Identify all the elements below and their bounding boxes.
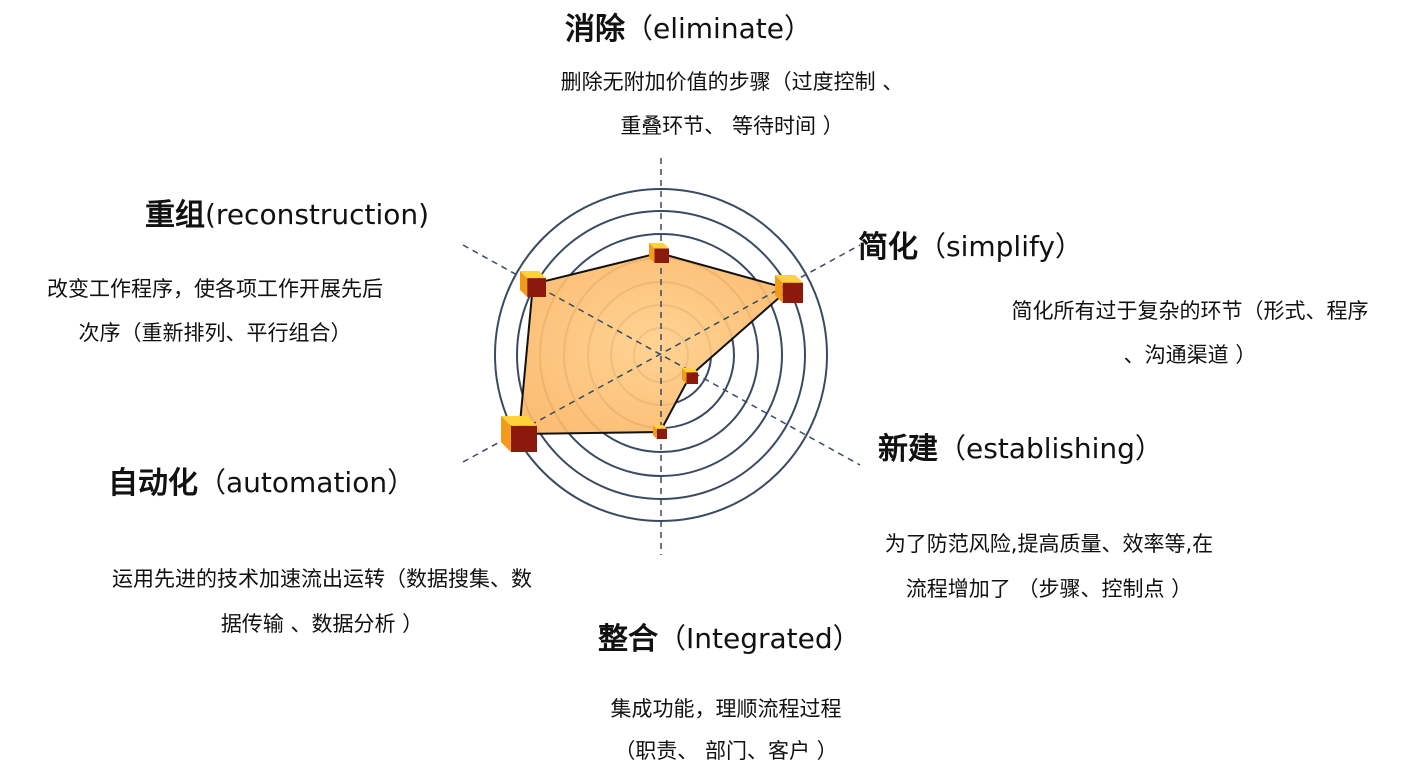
node-title: 整合（Integrated） xyxy=(598,622,861,657)
cube-front xyxy=(527,278,546,297)
profile-area xyxy=(517,251,792,436)
node-description: 流程增加了 （步骤、控制点 ） xyxy=(906,577,1192,601)
cube-side xyxy=(653,425,657,439)
axes xyxy=(462,158,861,555)
node-description: 重叠环节、 等待时间 ） xyxy=(620,114,843,138)
cube-front xyxy=(656,428,667,439)
cube-marker xyxy=(501,416,537,452)
node-description: 据传输 、数据分析 ） xyxy=(221,612,423,636)
cube-top xyxy=(520,271,546,279)
node-name: 整合 xyxy=(598,622,658,657)
node-english: （Integrated） xyxy=(658,622,861,655)
node-description: 改变工作程序，使各项工作开展先后 xyxy=(47,277,383,301)
cube-side xyxy=(682,368,687,384)
node-title: 新建（establishing） xyxy=(878,432,1163,467)
cube-side xyxy=(775,275,783,303)
cube-marker xyxy=(649,243,669,263)
node-description: 次序（重新排列、平行组合） xyxy=(79,321,352,345)
cube-top xyxy=(653,425,667,429)
node-description: 、沟通渠道 ） xyxy=(1124,343,1257,367)
node-english: （automation） xyxy=(198,466,415,499)
node-name: 自动化 xyxy=(108,466,198,501)
node-description: 集成功能，理顺流程过程 xyxy=(611,697,842,721)
cube-top xyxy=(682,368,698,373)
cube-marker xyxy=(653,425,667,439)
node-english: （simplify） xyxy=(918,230,1083,263)
cube-side xyxy=(520,271,528,297)
cube-front xyxy=(782,282,803,303)
node-description: 删除无附加价值的步骤（过度控制 、 xyxy=(561,70,904,94)
markers xyxy=(501,243,803,452)
node-name: 简化 xyxy=(858,230,918,265)
node-english: （establishing） xyxy=(938,432,1163,465)
cube-marker xyxy=(682,368,698,384)
cube-front xyxy=(510,425,537,452)
cube-side xyxy=(501,416,511,452)
cube-marker xyxy=(775,275,803,303)
node-name: 消除 xyxy=(565,12,626,47)
node-description: 为了防范风险,提高质量、效率等,在 xyxy=(885,532,1213,556)
cube-marker xyxy=(520,271,546,297)
cube-top xyxy=(501,416,537,426)
node-description: 运用先进的技术加速流出运转（数据搜集、数 xyxy=(112,567,532,591)
node-title: 重组(reconstruction) xyxy=(145,198,429,233)
cube-top xyxy=(775,275,803,283)
cube-top xyxy=(649,243,669,249)
node-title: 简化（simplify） xyxy=(858,230,1083,265)
cube-front xyxy=(686,372,698,384)
node-title: 消除（eliminate） xyxy=(565,12,812,47)
node-name: 重组 xyxy=(145,198,205,233)
node-english: （eliminate） xyxy=(625,12,812,45)
node-description: 简化所有过于复杂的环节（形式、程序 xyxy=(1012,299,1369,323)
cube-front xyxy=(654,248,669,263)
node-english: (reconstruction) xyxy=(205,198,429,231)
cube-side xyxy=(649,243,655,263)
node-title: 自动化（automation） xyxy=(108,466,415,501)
node-name: 新建 xyxy=(878,432,938,467)
node-description: （职责、 部门、客户 ） xyxy=(614,739,837,763)
